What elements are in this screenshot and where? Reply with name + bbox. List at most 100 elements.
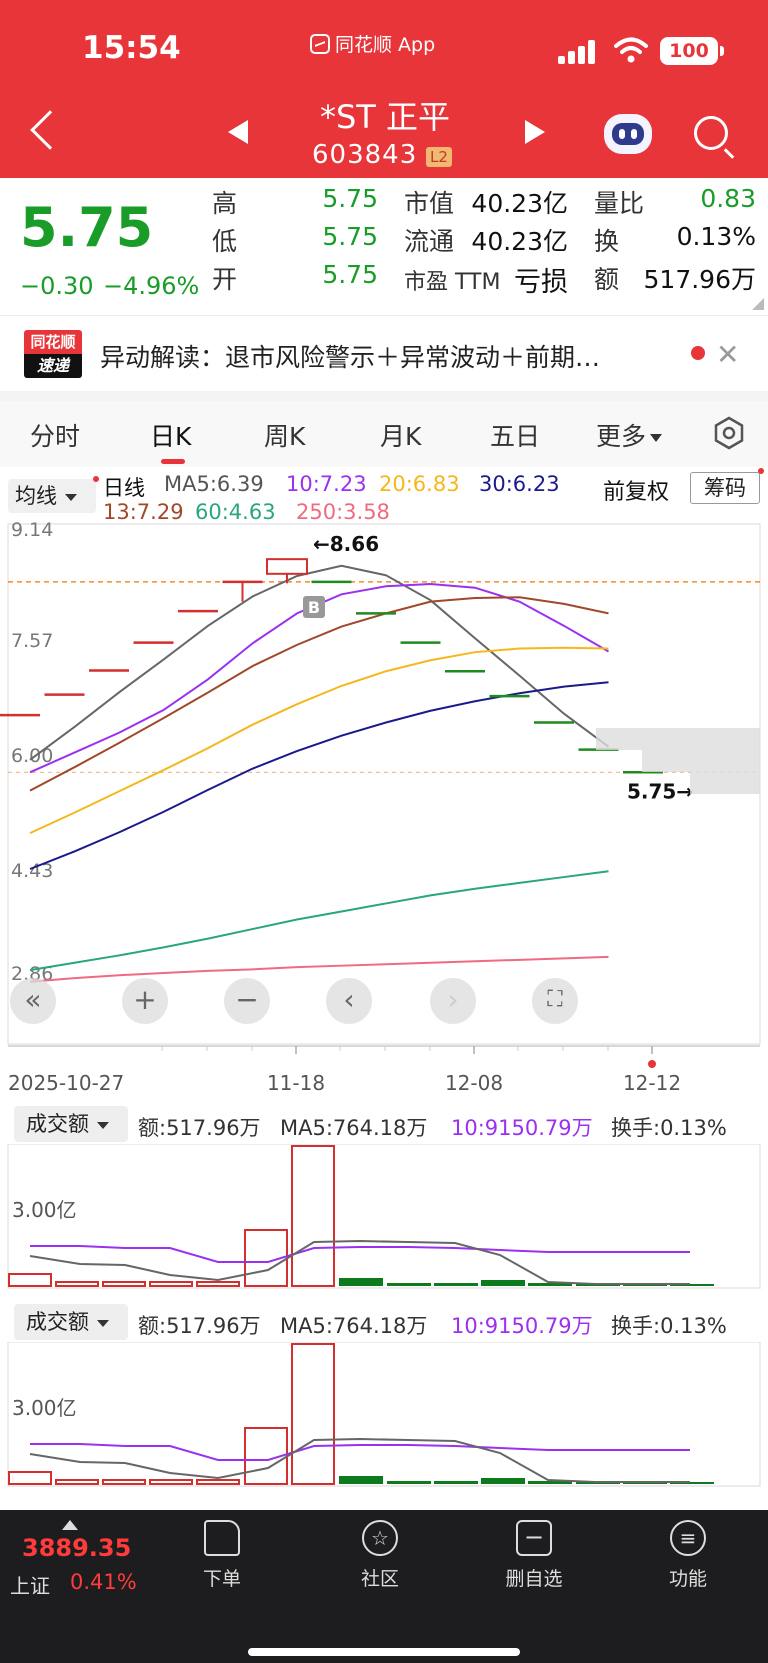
volume-bar bbox=[102, 1281, 146, 1287]
fullscreen-icon[interactable]: ⛶ bbox=[532, 978, 578, 1024]
home-indicator bbox=[248, 1648, 520, 1656]
volume-bar bbox=[291, 1343, 335, 1485]
news-logo-bottom: 速递 bbox=[24, 354, 82, 378]
mktcap-value: 40.23亿 bbox=[471, 189, 568, 218]
volume-ma5: MA5:764.18万 bbox=[280, 1314, 428, 1338]
volume-bar bbox=[434, 1481, 478, 1484]
volume-ma5-line bbox=[29, 1239, 690, 1285]
volume-bar bbox=[434, 1283, 478, 1286]
nav-remove-watchlist[interactable]: − 删自选 bbox=[484, 1520, 584, 1591]
nav-order[interactable]: 下单 bbox=[172, 1520, 272, 1591]
status-app: 同花顺 App bbox=[310, 30, 435, 57]
chevron-down-icon bbox=[650, 434, 663, 442]
volume-bar bbox=[481, 1280, 525, 1286]
news-logo: 同花顺 速递 bbox=[24, 330, 82, 380]
zoom-out-icon[interactable]: − bbox=[224, 978, 270, 1024]
volume-bar bbox=[670, 1284, 714, 1286]
y-tick-label: 7.57 bbox=[11, 630, 53, 652]
index-ticker[interactable]: 3889.35 上证 0.41% bbox=[0, 1520, 150, 1610]
top-header: 15:54 同花顺 App 100 *ST 正平 603843 L2 bbox=[0, 0, 768, 178]
ma250-label: 250:3.58 bbox=[296, 500, 390, 524]
chips-button[interactable]: 筹码 bbox=[690, 472, 760, 504]
news-text[interactable]: 异动解读：退市风险警示＋异常波动＋前期… bbox=[100, 343, 601, 372]
volume-bar bbox=[55, 1281, 99, 1287]
volume-bar bbox=[102, 1479, 146, 1485]
nav-community[interactable]: ☆ 社区 bbox=[330, 1520, 430, 1591]
quote-panel: 5.75 −0.30 −4.96% 高 5.75 低 5.75 开 5.75 市… bbox=[0, 178, 768, 315]
indicator-select-label: 均线 bbox=[15, 484, 57, 508]
menu-icon: ≡ bbox=[670, 1520, 706, 1556]
nav-functions[interactable]: ≡ 功能 bbox=[638, 1520, 738, 1591]
y-tick-label: 9.14 bbox=[11, 520, 53, 541]
indicator-select[interactable]: 均线 bbox=[8, 479, 96, 513]
zoom-in-icon[interactable]: + bbox=[122, 978, 168, 1024]
search-icon[interactable] bbox=[694, 116, 728, 150]
tab-five-day[interactable]: 五日 bbox=[490, 422, 541, 451]
ma30-line bbox=[29, 681, 609, 870]
adjust-mode[interactable]: 前复权 bbox=[603, 480, 670, 505]
back-icon[interactable] bbox=[30, 110, 70, 150]
level2-badge[interactable]: L2 bbox=[426, 147, 452, 167]
low-label: 低 bbox=[212, 227, 238, 256]
ma5-line bbox=[29, 564, 610, 761]
period-tabs: 分时 日K 周K 月K 五日 更多 bbox=[0, 401, 768, 467]
volume-bar bbox=[196, 1479, 240, 1485]
volume-ma10: 10:9150.79万 bbox=[451, 1116, 593, 1140]
wifi-icon bbox=[614, 37, 648, 63]
price-overlay-box bbox=[642, 750, 760, 772]
y-tick-label: 4.43 bbox=[11, 860, 53, 882]
section-divider bbox=[0, 391, 768, 401]
scroll-right-icon[interactable]: › bbox=[430, 978, 476, 1024]
prev-stock-icon[interactable] bbox=[228, 120, 248, 144]
volume-turnover: 换手:0.13% bbox=[611, 1314, 727, 1338]
volume-ma10-line bbox=[30, 1245, 690, 1263]
volume-y-tick: 3.00亿 bbox=[12, 1198, 77, 1222]
ai-assistant-icon[interactable] bbox=[604, 114, 652, 154]
chevron-down-icon bbox=[97, 1319, 109, 1327]
tab-monthly[interactable]: 月K bbox=[380, 422, 422, 451]
rewind-icon[interactable]: « bbox=[10, 978, 56, 1024]
nav-functions-label: 功能 bbox=[668, 1568, 707, 1590]
settings-icon[interactable] bbox=[712, 416, 746, 450]
remove-watchlist-icon: − bbox=[516, 1520, 552, 1556]
next-stock-icon[interactable] bbox=[525, 120, 545, 144]
last-price-annotation: 5.75→ bbox=[627, 779, 693, 803]
open-value: 5.75 bbox=[322, 260, 378, 289]
nav-remove-label: 删自选 bbox=[505, 1568, 563, 1590]
volume-chart-2[interactable]: 3.00亿 bbox=[0, 1342, 768, 1490]
stock-name: *ST 正平 bbox=[319, 98, 451, 136]
status-app-label: 同花顺 App bbox=[335, 34, 436, 56]
high-label: 高 bbox=[212, 189, 238, 218]
order-icon bbox=[204, 1520, 240, 1556]
float-label: 流通 bbox=[404, 227, 455, 256]
volume-chart[interactable]: 3.00亿 bbox=[0, 1144, 768, 1292]
news-banner[interactable]: 同花顺 速递 异动解读：退市风险警示＋异常波动＋前期… ✕ bbox=[0, 315, 768, 391]
ma20-label: 20:6.83 bbox=[379, 472, 460, 496]
volume-frame bbox=[7, 1144, 761, 1289]
active-tab-indicator bbox=[161, 459, 185, 464]
news-logo-top: 同花顺 bbox=[24, 330, 82, 354]
volume-ma5: MA5:764.18万 bbox=[280, 1116, 428, 1140]
ma20-line bbox=[29, 646, 609, 835]
buy-marker-badge bbox=[303, 596, 325, 618]
volume-select-label: 成交额 bbox=[26, 1112, 89, 1136]
tab-daily[interactable]: 日K bbox=[150, 422, 192, 451]
close-icon[interactable]: ✕ bbox=[716, 338, 740, 371]
amount-label: 额 bbox=[594, 265, 620, 294]
ma13-label: 13:7.29 bbox=[103, 500, 184, 524]
volume-ma10: 10:9150.79万 bbox=[451, 1314, 593, 1338]
expand-corner-icon[interactable] bbox=[752, 298, 764, 310]
volume-frame bbox=[7, 1342, 761, 1487]
mktcap-label: 市值 bbox=[404, 189, 455, 218]
volume-select-2[interactable]: 成交额 bbox=[14, 1304, 128, 1340]
tab-weekly[interactable]: 周K bbox=[264, 422, 306, 451]
candlestick-chart[interactable]: 9.147.576.004.432.86 2025-10-27 11-18 12-0… bbox=[0, 520, 768, 1100]
volume-select[interactable]: 成交额 bbox=[14, 1106, 128, 1142]
price-change: −0.30 bbox=[20, 272, 94, 300]
tab-more[interactable]: 更多 bbox=[596, 417, 663, 453]
indicator-dot bbox=[93, 476, 99, 482]
tab-intraday[interactable]: 分时 bbox=[30, 422, 81, 451]
scroll-left-icon[interactable]: ‹ bbox=[326, 978, 372, 1024]
bottom-nav: 3889.35 上证 0.41% 下单 ☆ 社区 − 删自选 ≡ 功能 bbox=[0, 1510, 768, 1663]
buy-marker-label: B bbox=[308, 598, 320, 617]
